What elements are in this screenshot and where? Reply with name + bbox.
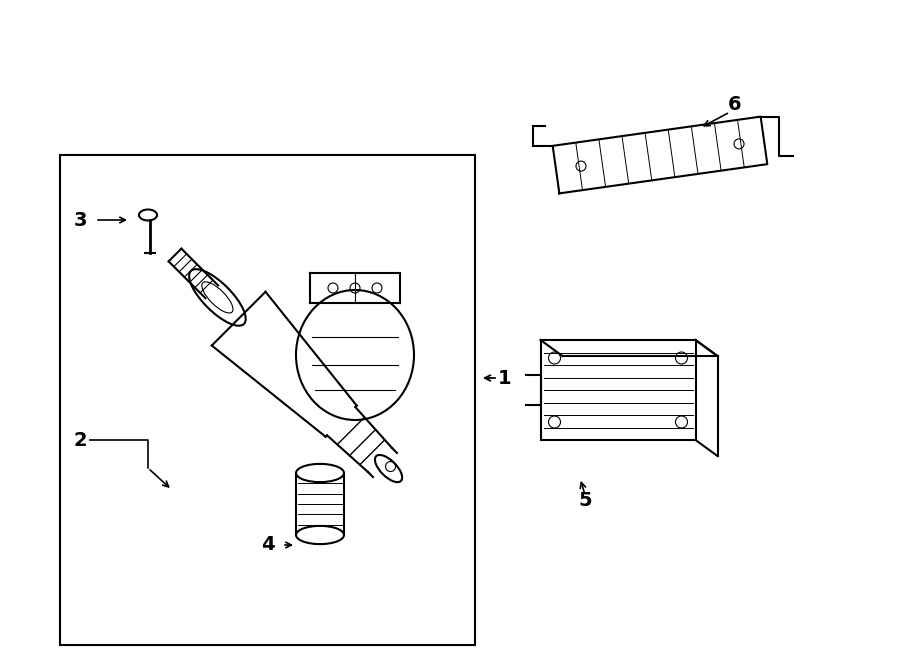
Ellipse shape: [296, 290, 414, 420]
Ellipse shape: [189, 269, 246, 326]
Text: 5: 5: [578, 491, 592, 510]
Text: 2: 2: [73, 430, 86, 449]
Text: 6: 6: [728, 95, 742, 115]
Ellipse shape: [375, 455, 402, 482]
Bar: [60, 155, 475, 645]
Ellipse shape: [139, 209, 157, 220]
Ellipse shape: [296, 526, 344, 544]
Text: 4: 4: [261, 536, 274, 555]
Text: 1: 1: [499, 369, 512, 387]
Text: 3: 3: [73, 211, 86, 230]
Ellipse shape: [296, 464, 344, 482]
